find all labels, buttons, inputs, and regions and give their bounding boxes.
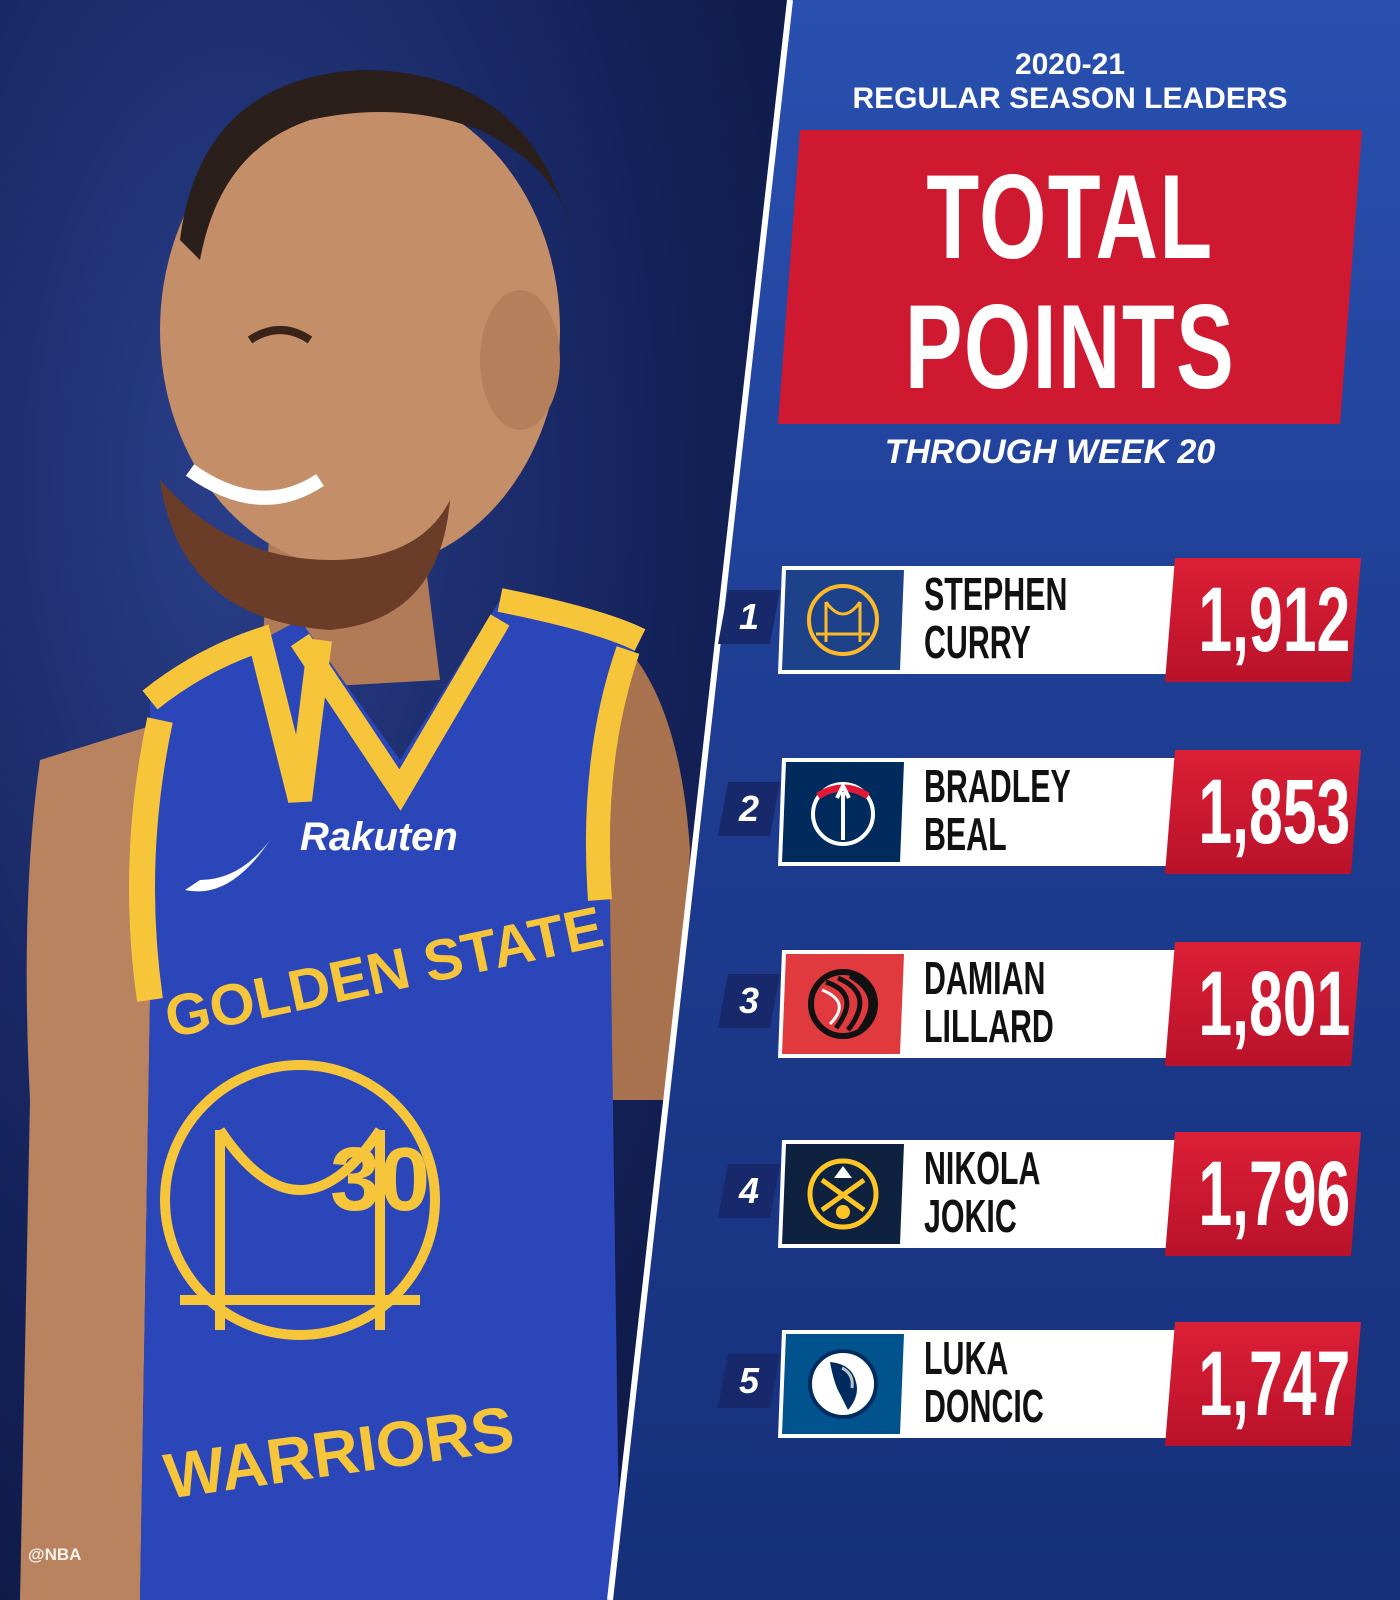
player-last-name: JOKIC <box>924 1190 1017 1242</box>
swoosh-icon <box>185 840 270 892</box>
points-value: 1,747 <box>1198 1333 1351 1435</box>
points-box <box>1165 942 1361 1066</box>
trail-blazers-logo-icon <box>782 954 904 1054</box>
player-last-name: BEAL <box>924 808 1007 860</box>
rank-number: 1 <box>738 596 760 637</box>
leader-row-3: 3 DAMIAN LILLARD 1,801 <box>0 942 1400 1066</box>
category-label: REGULAR SEASON LEADERS <box>852 82 1288 115</box>
points-value: 1,801 <box>1198 953 1351 1055</box>
player-first-name: DAMIAN <box>924 952 1046 1004</box>
title-line-1: TOTAL <box>926 150 1214 284</box>
rank-tab <box>718 1354 780 1408</box>
points-value: 1,853 <box>1198 761 1351 863</box>
player-last-name: DONCIC <box>924 1380 1044 1432</box>
jersey-sponsor: Rakuten <box>300 815 458 859</box>
player-first-name: NIKOLA <box>924 1142 1041 1194</box>
rank-tab <box>718 782 780 836</box>
points-box <box>1165 750 1361 874</box>
leader-row-2: 2 BRADLEY BEAL 1,853 <box>0 750 1400 874</box>
points-box <box>1165 1322 1361 1446</box>
rank-number: 5 <box>738 1360 760 1401</box>
rank-number: 2 <box>738 788 760 829</box>
player-first-name: BRADLEY <box>924 760 1071 812</box>
player-first-name: LUKA <box>924 1332 1009 1384</box>
wizards-logo-icon <box>782 762 904 862</box>
player-last-name: LILLARD <box>924 1000 1054 1052</box>
points-box <box>1165 558 1361 682</box>
leader-row-5: 5 LUKA DONCIC 1,747 <box>0 1322 1400 1446</box>
rank-tab <box>718 1164 780 1218</box>
warriors-ring-icon <box>160 1060 440 1340</box>
rank-number: 3 <box>738 980 760 1021</box>
points-box <box>1165 1132 1361 1256</box>
rank-tab <box>718 974 780 1028</box>
nuggets-logo-icon <box>782 1144 904 1244</box>
warriors-logo-icon <box>782 570 904 670</box>
points-value: 1,912 <box>1198 569 1351 671</box>
title-banner: TOTAL POINTS <box>778 130 1362 424</box>
rank-tab <box>718 590 780 644</box>
player-first-name: STEPHEN <box>924 568 1068 620</box>
points-value: 1,796 <box>1198 1143 1351 1245</box>
jersey-number: 30 <box>330 1130 430 1230</box>
leader-row-4: 4 NIKOLA JOKIC 1,796 <box>0 1132 1400 1256</box>
season-label: 2020-21 <box>1014 48 1126 81</box>
rank-number: 4 <box>738 1170 760 1211</box>
player-last-name: CURRY <box>924 616 1031 668</box>
title-line-2: POINTS <box>904 280 1236 414</box>
subtitle: THROUGH WEEK 20 <box>884 433 1216 471</box>
nba-watermark: @NBA <box>28 1545 82 1564</box>
mavericks-logo-icon <box>782 1334 904 1434</box>
leader-row-1: 1 STEPHEN CURRY 1,912 <box>0 558 1400 682</box>
